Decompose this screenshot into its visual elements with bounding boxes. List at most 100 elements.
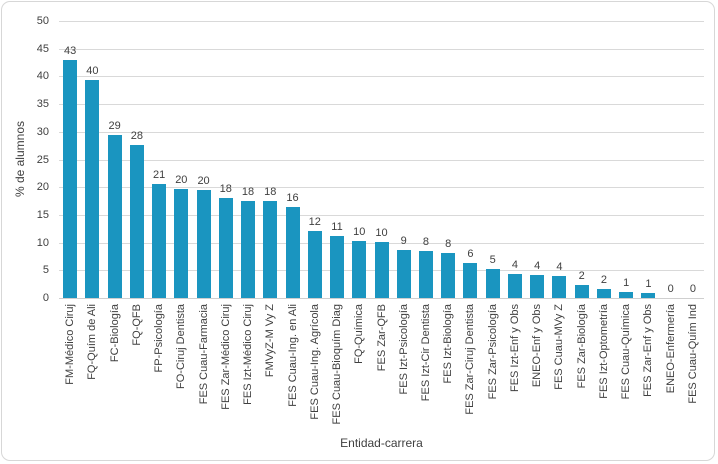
bar-value-label: 10 [353, 226, 366, 239]
x-category-label: FM-Médico Ciruj [64, 304, 77, 385]
y-tick-label: 30 [36, 125, 49, 138]
bar [485, 269, 500, 298]
x-category-label: FES Cuau-Ing. en Ali [286, 304, 299, 407]
y-tick-label: 0 [42, 292, 49, 304]
bar-value-label: 6 [467, 247, 474, 260]
x-category-label: FES Cuau-Bioquím Diag [331, 304, 344, 425]
x-category-label: FES Izt-Psicología [397, 304, 410, 395]
bar [241, 201, 256, 298]
bar-value-label: 21 [152, 168, 166, 181]
bar-value-label: 2 [600, 273, 607, 286]
x-category-label: FES Zar-Médico Ciruj [219, 304, 232, 410]
bar [574, 285, 589, 298]
bar [552, 275, 567, 298]
x-category-label: FQ-Química [353, 304, 366, 364]
bar [463, 262, 478, 298]
y-tick-label: 35 [36, 98, 49, 111]
bar-value-label: 2 [578, 270, 585, 283]
x-category-label: FES Zar-Enf y Obs [642, 304, 655, 397]
bar-value-label: 18 [219, 183, 232, 196]
bar-value-label: 4 [556, 260, 563, 273]
x-category-label: FES Cuau-Farmacia [197, 304, 210, 405]
bar-value-label: 0 [689, 283, 696, 295]
x-category-label: FES Cuau-Química [620, 304, 633, 400]
bar [374, 242, 389, 298]
bar-value-label: 4 [511, 258, 518, 271]
bar [596, 288, 611, 298]
gridline [59, 214, 704, 216]
x-category-label: FES Cuau-Quím Ind [686, 304, 699, 404]
bar [285, 207, 300, 298]
bar [396, 250, 411, 298]
bar-value-label: 20 [197, 174, 210, 187]
bar [441, 252, 456, 298]
bar-value-label: 28 [130, 130, 143, 143]
x-category-label: FO-Ciruj Dentista [175, 304, 188, 389]
bar-value-label: 0 [667, 283, 674, 295]
y-tick-label: 40 [36, 70, 49, 83]
x-category-label: FES Cuau-Ing. Agrícola [308, 304, 321, 420]
x-category-label: FES Zar-Ciruj Dentista [464, 304, 477, 415]
gridline [59, 131, 704, 133]
y-tick-label: 45 [36, 42, 49, 55]
bar [330, 235, 345, 298]
bar [530, 274, 545, 298]
gridline [59, 21, 704, 22]
x-category-label: FES Izt-Biología [442, 304, 455, 384]
x-category-label: FES Cuau-MVy Z [553, 304, 566, 390]
bar-value-label: 11 [331, 220, 343, 233]
y-tick-label: 15 [36, 208, 49, 221]
x-category-label: ENEO-Enf y Obs [531, 304, 544, 388]
bar [641, 293, 656, 298]
bar-value-label: 40 [86, 64, 99, 77]
bar [152, 183, 167, 298]
bar [218, 198, 233, 298]
x-category-label: FC-Biología [108, 304, 121, 363]
bar-value-label: 43 [63, 44, 77, 57]
gridline [59, 76, 704, 78]
bar-value-label: 1 [645, 278, 652, 290]
y-axis-title-wrap: % de alumnos [10, 21, 30, 298]
bar [307, 230, 322, 298]
x-category-label: ENEO-Enfermería [664, 304, 677, 394]
bar [507, 273, 522, 298]
gridline [59, 187, 704, 189]
bar [619, 292, 634, 298]
y-tick-label: 25 [36, 153, 49, 166]
gridline [59, 104, 704, 106]
bar [85, 79, 100, 298]
x-axis-title: Entidad-carrera [340, 436, 423, 450]
x-axis-line [59, 298, 704, 299]
y-tick-label: 20 [36, 181, 49, 194]
gridline [59, 159, 704, 161]
bar [174, 188, 189, 298]
bar [418, 251, 433, 298]
bar-value-label: 10 [375, 227, 388, 240]
x-category-label: FES Zar-Biología [575, 304, 588, 389]
bar-value-label: 5 [489, 254, 496, 267]
x-category-label: FES Izt-Optometría [597, 304, 610, 399]
x-category-label: FES Zar-Psicología [486, 304, 499, 400]
bar-value-label: 18 [264, 186, 277, 199]
x-category-label: FES Izt-Enf y Obs [508, 304, 521, 393]
bar-value-label: 16 [286, 192, 299, 205]
bar [263, 201, 278, 298]
x-category-label: FP-Psicología [153, 304, 166, 373]
bar-value-label: 1 [623, 277, 630, 290]
bar-value-label: 12 [308, 215, 321, 228]
bar-value-label: 9 [400, 235, 407, 248]
x-category-label: FES Zar-QFB [375, 304, 388, 372]
bar [63, 59, 78, 298]
bar-value-label: 8 [422, 236, 430, 249]
bar-value-label: 29 [108, 120, 121, 133]
y-tick-label: 10 [36, 236, 49, 249]
bar [107, 135, 122, 298]
bar-value-label: 4 [534, 259, 541, 272]
x-category-label: FQ-QFB [130, 304, 143, 346]
y-tick-label: 5 [42, 264, 49, 277]
y-axis-title: % de alumnos [13, 121, 27, 198]
bar-value-label: 20 [175, 173, 188, 186]
x-category-label: FMVyZ-M Vy Z [264, 304, 277, 378]
y-tick-label: 50 [36, 15, 49, 27]
